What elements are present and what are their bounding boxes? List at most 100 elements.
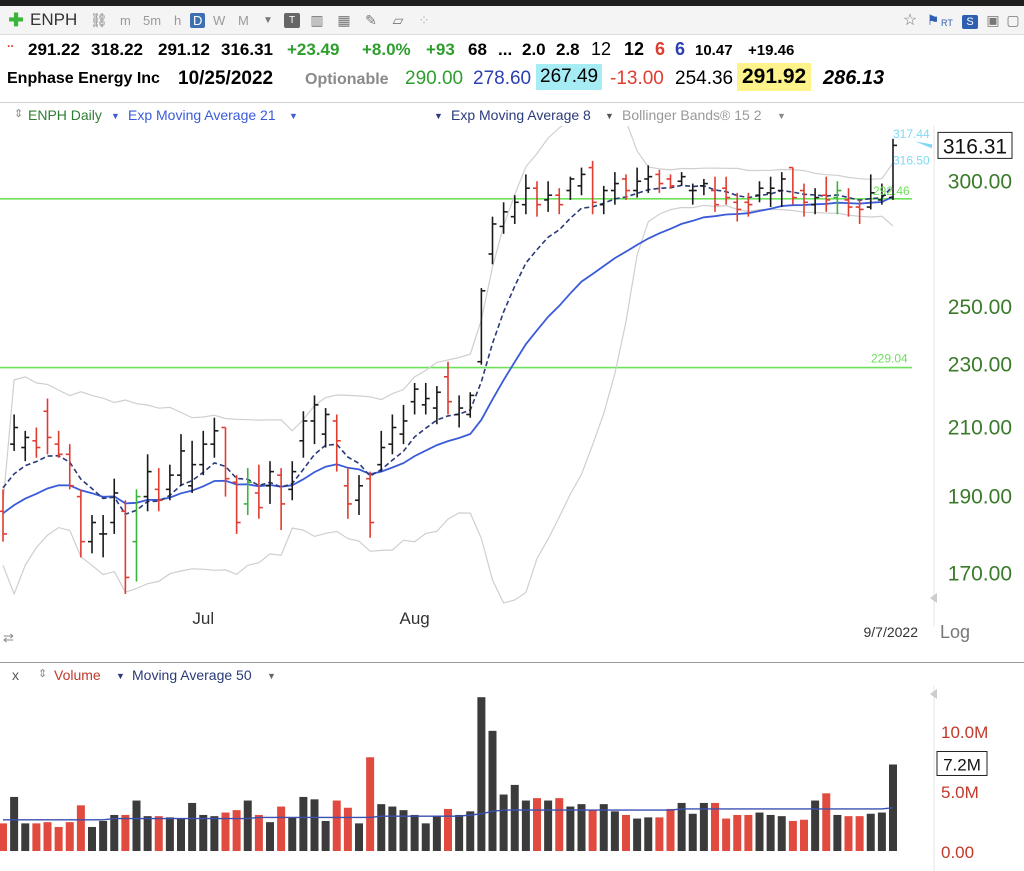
ohlc-bar bbox=[622, 174, 630, 200]
quote-change-pct: +8.0% bbox=[362, 40, 411, 59]
ohlc-bar bbox=[310, 395, 319, 445]
volume-label[interactable]: Volume bbox=[54, 667, 101, 683]
series-label[interactable]: ENPH Daily bbox=[28, 107, 102, 123]
ohlc-bar bbox=[822, 176, 831, 212]
optionable-label: Optionable bbox=[305, 71, 389, 88]
volume-bar bbox=[343, 807, 352, 851]
volume-bar bbox=[599, 804, 608, 851]
x-tick-label: Jul bbox=[192, 609, 214, 628]
quote-v3: 12 bbox=[591, 39, 612, 59]
alert-flag-icon[interactable]: ⚑ bbox=[926, 12, 940, 28]
chevron-down-icon[interactable]: ▼ bbox=[289, 111, 298, 121]
volume-bar bbox=[143, 816, 152, 851]
volume-bar bbox=[154, 816, 163, 851]
quote-v1: 2.0 bbox=[522, 40, 546, 59]
chevron-down-icon[interactable]: ▼ bbox=[605, 111, 614, 121]
timeframe-5m[interactable]: 5m bbox=[143, 13, 162, 28]
volume-bar bbox=[366, 757, 375, 851]
volume-bar bbox=[577, 804, 586, 851]
note-icon[interactable]: ▱ bbox=[392, 12, 404, 28]
ohlc-bar bbox=[199, 430, 208, 476]
link-icon[interactable]: ⛓ bbox=[90, 12, 108, 28]
volume-bar bbox=[221, 812, 230, 851]
ohlc-bar bbox=[54, 430, 63, 458]
toolbar: ✚ ENPH ⛓ m 5m h D W M ▼ T ▥ ▦ ✎ ▱ ⁘ ☆ ⚑ … bbox=[0, 6, 1024, 35]
close-volume-button[interactable]: x bbox=[12, 667, 19, 683]
ohlc-bar bbox=[555, 188, 564, 215]
add-symbol-icon[interactable]: ✚ bbox=[8, 10, 24, 30]
sort-icon[interactable]: ⇕ bbox=[38, 668, 48, 680]
timeframe-d[interactable]: D bbox=[190, 13, 206, 28]
volume-bar bbox=[610, 811, 619, 851]
bb-label[interactable]: Bollinger Bands® 15 2 bbox=[622, 107, 762, 123]
timeframe-w[interactable]: W bbox=[213, 13, 226, 28]
volume-chart[interactable]: 0.00 5.0M 10.0M 7.2M bbox=[0, 686, 1024, 871]
price-chart[interactable]: 170.00 190.00 210.00 230.00 250.00 300.00 Jul… bbox=[0, 126, 1024, 646]
ema21-label[interactable]: Exp Moving Average 21 bbox=[128, 107, 276, 123]
volume-bar bbox=[0, 823, 7, 851]
ohlc-bar bbox=[343, 468, 352, 519]
ohlc-bar bbox=[132, 489, 141, 582]
volume-bar bbox=[722, 818, 731, 851]
ohlc-bar bbox=[566, 176, 575, 200]
save-icon[interactable]: ▣ bbox=[986, 12, 1000, 28]
ema8-label[interactable]: Exp Moving Average 8 bbox=[451, 107, 591, 123]
chevron-down-icon[interactable]: ▼ bbox=[116, 671, 125, 681]
timeframe-h[interactable]: h bbox=[174, 13, 182, 28]
volume-ma-line bbox=[3, 807, 894, 821]
volume-bar bbox=[521, 800, 530, 851]
volume-bar bbox=[644, 817, 653, 851]
draw-icon[interactable]: ✎ bbox=[365, 12, 377, 28]
volume-bar bbox=[121, 814, 130, 851]
chevron-down-icon[interactable]: ▼ bbox=[267, 671, 276, 681]
volume-bar bbox=[266, 822, 274, 851]
bollinger-upper-line bbox=[2, 126, 894, 504]
bar-style-icon[interactable]: ▥ bbox=[310, 12, 324, 28]
ohlc-bar bbox=[88, 515, 96, 554]
chevron-down-icon[interactable]: ▼ bbox=[434, 111, 443, 121]
last-volume-label: 7.2M bbox=[943, 755, 981, 774]
ohlc-bar bbox=[688, 183, 697, 205]
volume-bar bbox=[733, 814, 742, 851]
timeframe-m-monthly[interactable]: M bbox=[238, 13, 249, 28]
volume-bar bbox=[399, 810, 408, 851]
chevron-down-icon[interactable]: ▼ bbox=[777, 111, 786, 121]
quote-rs: 68 bbox=[468, 40, 487, 59]
ohlc-bar bbox=[266, 461, 274, 504]
quote-v7: 10.47 bbox=[695, 42, 733, 59]
window-icon[interactable]: ▢ bbox=[1006, 12, 1020, 28]
sort-icon[interactable]: ⇕ bbox=[14, 108, 24, 120]
chevron-down-icon[interactable]: ▼ bbox=[111, 111, 120, 121]
volume-bar bbox=[666, 808, 675, 851]
ohlc-bar bbox=[633, 167, 642, 198]
volume-bar bbox=[188, 802, 197, 851]
volume-bar bbox=[43, 822, 52, 851]
volume-bar bbox=[355, 823, 363, 851]
rt-icon[interactable]: RT bbox=[941, 18, 953, 28]
ohlc-bar bbox=[65, 444, 74, 490]
ohlc-bar bbox=[577, 167, 586, 196]
volume-ma-label[interactable]: Moving Average 50 bbox=[132, 667, 252, 683]
symbol-field[interactable]: ENPH bbox=[30, 10, 78, 29]
chevron-down-icon[interactable]: ▼ bbox=[263, 15, 273, 26]
favorite-star-icon[interactable]: ☆ bbox=[902, 12, 918, 29]
last-price-label: 316.31 bbox=[943, 135, 1007, 158]
volume-bar bbox=[499, 794, 508, 851]
volume-bar bbox=[622, 814, 630, 851]
ohlc-bar bbox=[43, 398, 52, 455]
timeframe-m[interactable]: m bbox=[120, 13, 131, 28]
volume-bar bbox=[210, 816, 219, 851]
volume-bar bbox=[410, 814, 419, 851]
ohlc-bar bbox=[332, 414, 341, 472]
volume-bar bbox=[822, 793, 831, 851]
quote-low: 291.12 bbox=[158, 40, 210, 59]
ohlc-bar bbox=[533, 181, 541, 217]
s-icon[interactable]: S bbox=[962, 15, 978, 29]
chart-type-icon[interactable]: T bbox=[284, 13, 300, 28]
dots-icon[interactable]: ⁘ bbox=[418, 12, 430, 28]
ohlc-bar bbox=[800, 183, 808, 217]
volume-header: x ⇕ Volume ▼ Moving Average 50 ▼ bbox=[0, 662, 1024, 687]
ohlc-bar bbox=[610, 172, 619, 205]
calculator-icon[interactable]: ▦ bbox=[337, 12, 351, 28]
ohlc-bar bbox=[788, 166, 797, 205]
